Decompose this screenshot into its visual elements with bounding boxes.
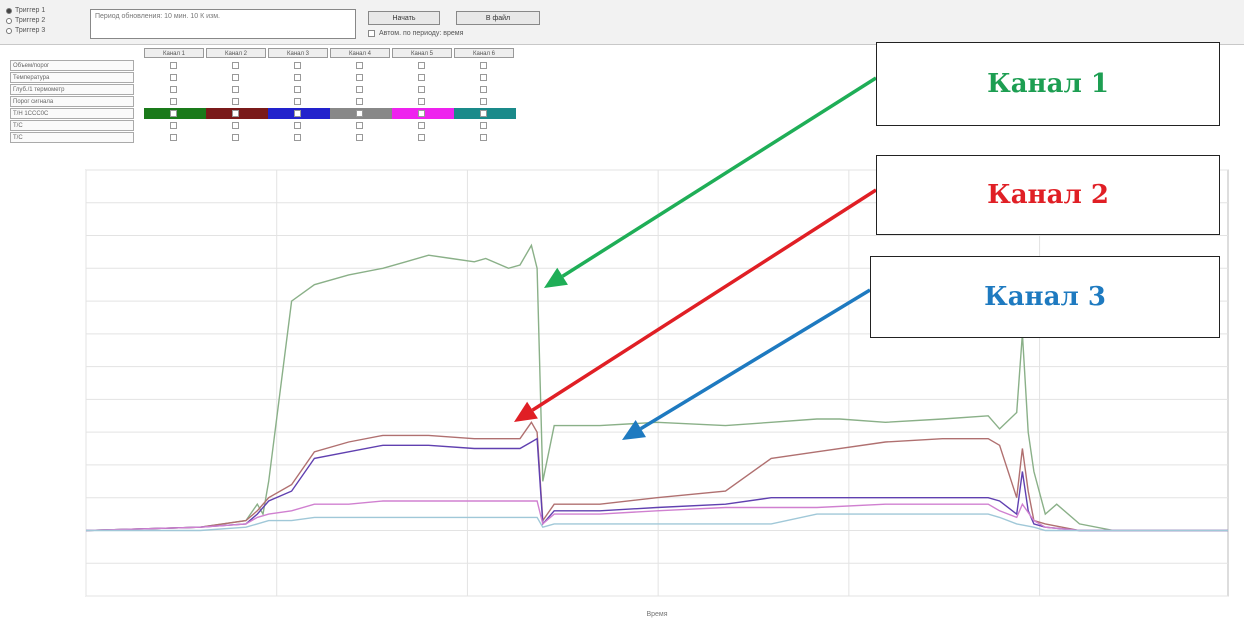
callout-channel-1-label: Канал 1 [987, 69, 1109, 99]
trigger-radio-3[interactable]: Триггер 3 [6, 26, 45, 36]
arrow-channel-3-head [622, 420, 646, 440]
channel-option-checkbox[interactable] [356, 122, 363, 129]
row-label: Порог сигнала [10, 96, 134, 107]
channel-option-checkbox[interactable] [170, 110, 177, 117]
channel-header-1[interactable]: Канал 1 [144, 48, 204, 58]
auto-period-label: Автом. по периоду: время [379, 30, 464, 37]
row-label: Т/Н 1ССС0С [10, 108, 134, 119]
channel-option-checkbox[interactable] [480, 86, 487, 93]
channel-option-checkbox[interactable] [356, 86, 363, 93]
channel-option-checkbox[interactable] [232, 86, 239, 93]
callout-channel-3: Канал 3 [870, 256, 1220, 338]
auto-period-checkbox[interactable] [368, 30, 375, 37]
trigger-radio-group: Триггер 1 Триггер 2 Триггер 3 [6, 6, 45, 36]
channel-option-checkbox[interactable] [294, 110, 301, 117]
channel-option-checkbox[interactable] [294, 98, 301, 105]
radio-label: Триггер 2 [15, 17, 46, 24]
radio-button[interactable] [6, 18, 12, 24]
series-line-5 [86, 513, 1228, 532]
channel-option-checkbox[interactable] [170, 62, 177, 69]
channel-option-checkbox[interactable] [418, 74, 425, 81]
channel-option-checkbox[interactable] [170, 98, 177, 105]
arrow-channel-2-shaft [531, 188, 877, 412]
channel-option-checkbox[interactable] [480, 134, 487, 141]
channel-option-checkbox[interactable] [232, 74, 239, 81]
series-line-4 [85, 500, 1228, 532]
start-button[interactable]: Начать [368, 11, 440, 25]
note-field[interactable]: Период обновления: 10 мин. 10 К изм. [90, 9, 356, 39]
radio-button[interactable] [6, 8, 12, 14]
x-axis-label: Время [646, 611, 667, 618]
auto-period-option[interactable]: Автом. по периоду: время [368, 30, 463, 37]
channel-option-checkbox[interactable] [480, 98, 487, 105]
save-to-file-button[interactable]: В файл [456, 11, 540, 25]
channel-option-checkbox[interactable] [418, 86, 425, 93]
callout-channel-2-label: Канал 2 [987, 180, 1109, 210]
arrow-channel-2-head [514, 401, 538, 422]
radio-label: Триггер 1 [15, 7, 46, 14]
callout-channel-2: Канал 2 [876, 155, 1220, 235]
row-label: Т/С [10, 120, 134, 131]
channel-option-checkbox[interactable] [170, 134, 177, 141]
channel-option-checkbox[interactable] [232, 62, 239, 69]
channel-option-checkbox[interactable] [232, 122, 239, 129]
row-label: Т/С [10, 132, 134, 143]
channel-option-checkbox[interactable] [294, 122, 301, 129]
channel-option-checkbox[interactable] [356, 74, 363, 81]
channel-option-checkbox[interactable] [480, 110, 487, 117]
radio-label: Триггер 3 [15, 27, 46, 34]
channel-option-checkbox[interactable] [294, 134, 301, 141]
trigger-radio-2[interactable]: Триггер 2 [6, 16, 45, 26]
series-line-1 [85, 243, 1228, 532]
channel-option-checkbox[interactable] [356, 98, 363, 105]
radio-button[interactable] [6, 28, 12, 34]
channel-option-checkbox[interactable] [356, 62, 363, 69]
channel-option-checkbox[interactable] [294, 74, 301, 81]
channel-option-checkbox[interactable] [480, 62, 487, 69]
channel-option-checkbox[interactable] [480, 122, 487, 129]
callout-channel-1: Канал 1 [876, 42, 1220, 126]
channel-option-checkbox[interactable] [418, 122, 425, 129]
channel-option-checkbox[interactable] [232, 110, 239, 117]
channel-option-checkbox[interactable] [356, 134, 363, 141]
arrow-channel-1-head [544, 267, 568, 288]
channel-option-checkbox[interactable] [294, 62, 301, 69]
channel-option-checkbox[interactable] [418, 134, 425, 141]
channel-option-checkbox[interactable] [170, 122, 177, 129]
row-label: Объем/порог [10, 60, 134, 71]
arrow-channel-1-shaft [561, 76, 877, 278]
channel-header-3[interactable]: Канал 3 [268, 48, 328, 58]
series-line-3 [85, 437, 1228, 532]
channel-header-2[interactable]: Канал 2 [206, 48, 266, 58]
channel-option-checkbox[interactable] [170, 86, 177, 93]
channel-option-checkbox[interactable] [170, 74, 177, 81]
arrow-channel-3-shaft [639, 288, 871, 431]
channel-header-5[interactable]: Канал 5 [392, 48, 452, 58]
channel-option-checkbox[interactable] [418, 98, 425, 105]
channel-header-4[interactable]: Канал 4 [330, 48, 390, 58]
trigger-radio-1[interactable]: Триггер 1 [6, 6, 45, 16]
callout-channel-3-label: Канал 3 [984, 282, 1106, 312]
channel-option-checkbox[interactable] [232, 134, 239, 141]
series-line-2 [85, 420, 1228, 532]
channel-option-checkbox[interactable] [480, 74, 487, 81]
channel-header-6[interactable]: Канал 6 [454, 48, 514, 58]
toolbar: Триггер 1 Триггер 2 Триггер 3 Период обнов… [0, 0, 1244, 45]
channel-option-checkbox[interactable] [356, 110, 363, 117]
channel-option-checkbox[interactable] [294, 86, 301, 93]
channel-option-checkbox[interactable] [418, 110, 425, 117]
row-label: Глуб./1 термометр [10, 84, 134, 95]
channel-option-checkbox[interactable] [418, 62, 425, 69]
row-label: Температура [10, 72, 134, 83]
channel-option-checkbox[interactable] [232, 98, 239, 105]
